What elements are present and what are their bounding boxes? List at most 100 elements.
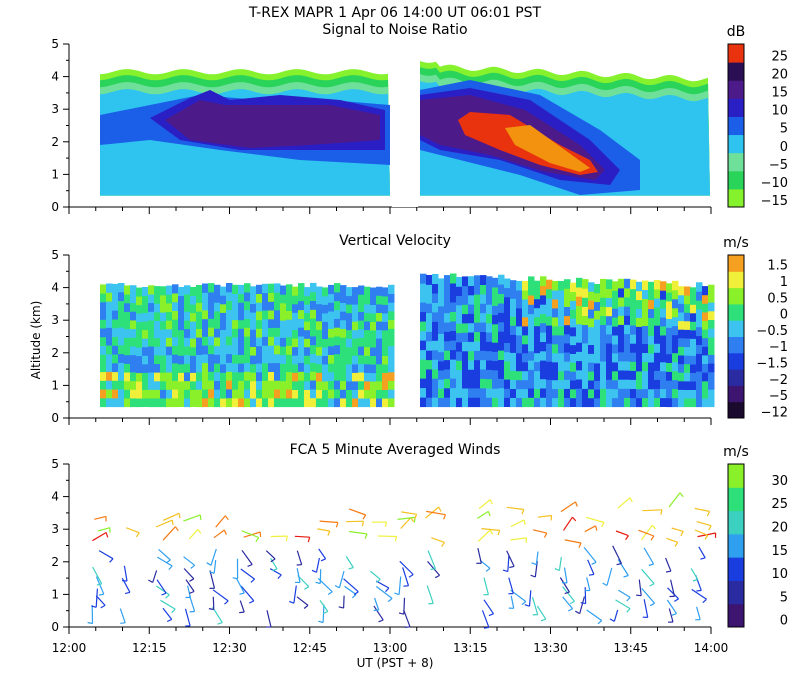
velocity-cell: [630, 297, 637, 308]
velocity-cell: [480, 378, 487, 389]
velocity-cell: [522, 379, 529, 390]
velocity-cell: [184, 311, 191, 321]
wind-barb-shaft: [477, 529, 491, 542]
velocity-cell: [618, 388, 625, 398]
velocity-cell: [310, 282, 317, 293]
wind-barb-shaft: [617, 589, 631, 598]
velocity-cell: [552, 290, 559, 300]
wind-barb-shaft: [638, 579, 642, 596]
velocity-cell: [570, 300, 577, 310]
velocity-cell: [444, 369, 451, 379]
velocity-cell: [696, 371, 703, 381]
wind-barb-flag: [109, 558, 114, 563]
velocity-cell: [226, 344, 233, 355]
colorbar-frame-1: [727, 254, 745, 419]
velocity-cell: [624, 315, 631, 325]
velocity-cell: [382, 398, 389, 408]
velocity-cell: [220, 346, 227, 356]
velocity-cell: [648, 290, 655, 301]
velocity-cell: [642, 298, 649, 308]
velocity-cell: [702, 294, 709, 304]
velocity-cell: [286, 319, 293, 329]
velocity-cell: [648, 335, 655, 345]
velocity-cell: [106, 301, 113, 311]
wind-barb-shaft: [212, 589, 229, 602]
velocity-cell: [672, 334, 679, 345]
velocity-cell: [456, 397, 463, 408]
wind-barb-flag: [671, 613, 677, 616]
velocity-cell: [678, 303, 685, 313]
velocity-cell: [678, 346, 685, 356]
y-tick-label-1-1: 1: [51, 378, 59, 392]
velocity-cell: [618, 306, 625, 316]
velocity-cell: [636, 299, 643, 309]
colorbar-swatch-0-5: [728, 98, 744, 117]
velocity-cell: [450, 397, 457, 408]
wind-barb-flag: [521, 509, 525, 515]
velocity-cell: [142, 312, 149, 322]
velocity-cell: [684, 363, 691, 373]
wind-barb-flag: [574, 501, 578, 507]
wind-barb-flag: [168, 565, 173, 571]
wind-barb-flag: [206, 562, 212, 566]
velocity-cell: [166, 380, 173, 390]
velocity-cell: [382, 321, 389, 331]
velocity-cell: [648, 317, 655, 327]
velocity-cell: [486, 294, 493, 305]
velocity-cell: [202, 380, 209, 390]
velocity-cell: [238, 319, 245, 329]
velocity-cell: [468, 294, 475, 305]
wind-barb-shaft: [665, 557, 672, 572]
velocity-cell: [130, 354, 137, 364]
velocity-cell: [244, 292, 251, 302]
wind-barb-shaft: [375, 586, 393, 599]
velocity-cell: [256, 284, 263, 294]
velocity-cell: [262, 318, 269, 329]
velocity-cell: [172, 319, 179, 329]
velocity-cell: [136, 304, 143, 314]
wind-barb-shaft: [431, 537, 445, 543]
velocity-cell: [100, 310, 107, 320]
velocity-cell: [142, 389, 149, 399]
velocity-cell: [334, 353, 341, 363]
velocity-cell: [250, 320, 257, 330]
velocity-cell: [280, 389, 287, 399]
velocity-cell: [690, 364, 697, 373]
wind-barb-flag: [161, 592, 167, 596]
velocity-cell: [310, 344, 317, 354]
velocity-cell: [456, 286, 463, 296]
velocity-cell: [504, 315, 511, 325]
colorbar-label-2-4: 10: [771, 567, 788, 582]
velocity-cell: [166, 294, 173, 304]
velocity-cell: [558, 325, 565, 336]
velocity-cell: [660, 335, 667, 345]
velocity-cell: [262, 389, 269, 399]
velocity-cell: [606, 333, 613, 344]
wind-barb-shaft: [427, 561, 441, 576]
velocity-cell: [480, 369, 487, 379]
wind-barb-shaft: [98, 550, 114, 560]
wind-barb-shaft: [563, 516, 573, 531]
velocity-cell: [450, 368, 457, 379]
wind-barb-flag: [315, 581, 321, 585]
velocity-cell: [358, 397, 365, 408]
velocity-cell: [118, 353, 125, 363]
velocity-cell: [438, 287, 445, 298]
velocity-cell: [426, 387, 433, 398]
velocity-cell: [660, 326, 667, 336]
velocity-cell: [124, 294, 131, 304]
velocity-cell: [232, 345, 239, 355]
wind-barb-flag: [569, 600, 575, 605]
colorbar-frame-2: [727, 463, 745, 628]
velocity-cell: [444, 331, 451, 342]
velocity-cell: [304, 389, 311, 399]
velocity-cell: [600, 388, 607, 398]
wind-barb-shaft: [558, 556, 562, 571]
wind-barb-shaft: [402, 567, 410, 586]
snr-blob-orange: [505, 125, 590, 172]
velocity-cell: [136, 338, 143, 348]
wind-barb-shaft: [612, 545, 623, 564]
colorbar-label-0-3: 10: [771, 104, 788, 119]
wind-barb-flag: [327, 591, 333, 596]
velocity-cell: [274, 318, 281, 328]
